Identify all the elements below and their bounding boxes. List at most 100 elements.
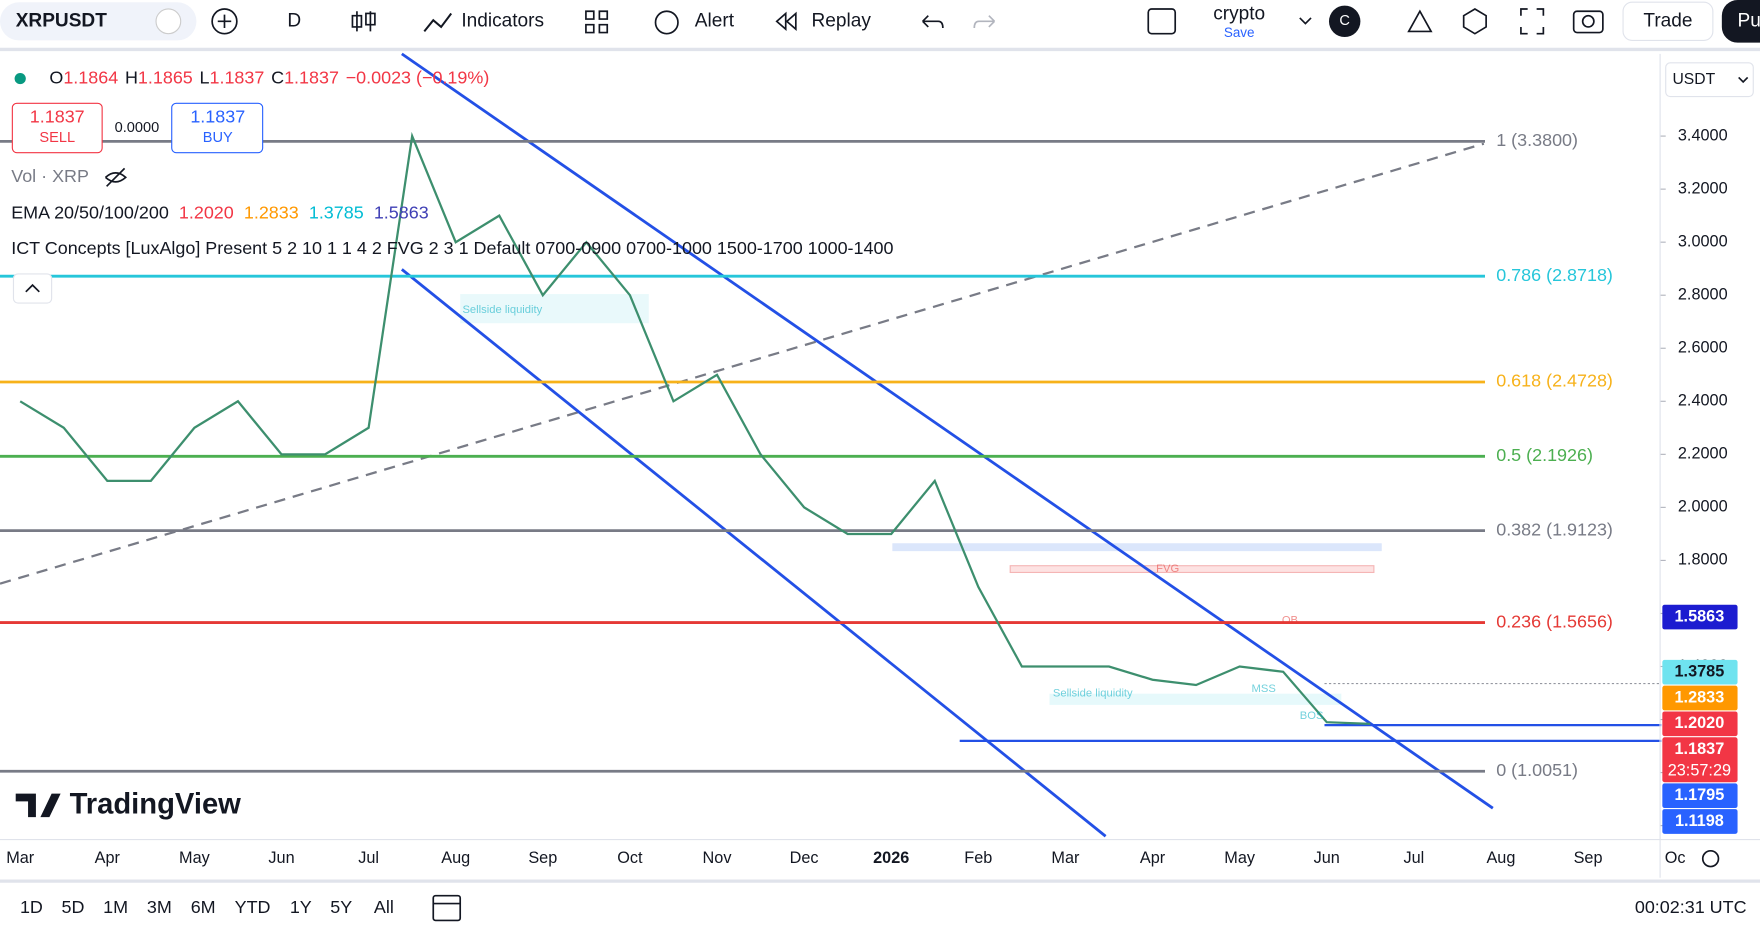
logo-mark — [15, 793, 61, 818]
templates-icon[interactable] — [585, 10, 609, 34]
price-tick-label: 1.8000 — [1678, 551, 1728, 569]
time-tick-label: Oc — [1665, 849, 1686, 867]
settings-icon[interactable] — [1462, 7, 1487, 35]
price-tick-label: 2.2000 — [1678, 445, 1728, 463]
currency[interactable]: USDT — [1672, 71, 1715, 88]
ohlc-label: H — [125, 67, 138, 87]
chart-label: OB — [1282, 615, 1298, 627]
liquidity-zone — [460, 294, 649, 324]
symbol-search[interactable] — [0, 2, 197, 41]
ema-name: EMA 20/50/100/200 — [11, 202, 169, 222]
time-tick-label: Aug — [1486, 849, 1515, 867]
time-tick-label: Dec — [790, 849, 819, 867]
sell-price[interactable]: 1.1837 — [30, 107, 85, 127]
price-tick-label: 3.0000 — [1678, 232, 1728, 250]
layout-save[interactable]: Save — [1224, 25, 1255, 40]
fib-label: 0 (1.0051) — [1496, 760, 1578, 780]
price-badge-label: 1.1795 — [1675, 786, 1725, 804]
undo-button[interactable] — [922, 15, 944, 29]
symbol[interactable]: XRPUSDT — [16, 10, 108, 31]
alert-icon[interactable] — [654, 10, 679, 35]
range-button[interactable]: 1M — [103, 897, 128, 917]
time-tick-label: Jun — [268, 849, 294, 867]
price-line — [19, 131, 1371, 725]
publish-button[interactable] — [1721, 0, 1760, 43]
price-badge-label: 1.1837 — [1675, 740, 1725, 758]
chart-label: BOS — [1300, 710, 1324, 722]
avatar[interactable]: C — [1339, 13, 1350, 29]
sell-label[interactable]: SELL — [39, 130, 75, 146]
buy-price[interactable]: 1.1837 — [190, 107, 245, 127]
plot-background — [0, 53, 1659, 837]
price-badge — [1662, 659, 1738, 685]
buy-label[interactable]: BUY — [203, 130, 233, 146]
ohlc-value: 1.1837 — [210, 67, 265, 87]
ema-legend: EMA 20/50/100/200 1.2020 1.2833 1.3785 1.586… — [11, 202, 428, 222]
quick-search-icon[interactable] — [1407, 9, 1433, 33]
publish[interactable]: Pu — [1738, 10, 1760, 31]
price-countdown: 23:57:29 — [1668, 761, 1731, 779]
range-button[interactable]: YTD — [235, 897, 271, 917]
range-button[interactable]: 1Y — [290, 897, 312, 917]
indicators-icon[interactable] — [423, 12, 453, 33]
trade[interactable]: Trade — [1643, 10, 1692, 31]
trade-button-frame[interactable] — [1622, 1, 1714, 41]
channel-upper — [401, 52, 1494, 810]
ema-value: 1.3785 — [309, 202, 364, 222]
range-button[interactable]: All — [374, 897, 394, 917]
price-badge-label: 1.5863 — [1675, 607, 1725, 625]
replay[interactable]: Replay — [812, 10, 872, 31]
indicators[interactable]: Indicators — [461, 10, 544, 31]
replay-icon[interactable] — [775, 11, 797, 32]
price-tick-label: 2.6000 — [1678, 339, 1728, 357]
chart-label: FVG — [1156, 563, 1179, 575]
symbol-icon[interactable] — [155, 8, 182, 35]
chart-type-icon[interactable] — [351, 11, 376, 32]
price-badge — [1662, 711, 1738, 737]
ohlc-label: L — [200, 67, 210, 87]
time-tick-label: Jul — [358, 849, 379, 867]
price-badge — [1662, 737, 1738, 783]
time-tick-label: 2026 — [873, 849, 909, 867]
interval[interactable]: D — [287, 10, 301, 31]
chart-elements: 0.80001.00001.20001.40001.60001.80002.00… — [0, 126, 1728, 867]
price-tick-label: 2.4000 — [1678, 392, 1728, 410]
ema-value: 1.2833 — [244, 202, 299, 222]
compare-button[interactable] — [211, 8, 238, 35]
currency-select[interactable] — [1665, 62, 1754, 98]
plus-icon — [217, 14, 232, 29]
axis-settings[interactable] — [1701, 849, 1720, 868]
avatar-circle[interactable] — [1328, 5, 1361, 38]
alert[interactable]: Alert — [695, 10, 735, 31]
range-button[interactable]: 3M — [147, 897, 172, 917]
snapshot-icon[interactable] — [1572, 10, 1604, 34]
range-button[interactable]: 1D — [20, 897, 43, 917]
watermark: TradingView — [70, 789, 242, 821]
ohlc-value: 1.1865 — [138, 67, 193, 87]
price-badge-label: 1.3785 — [1675, 662, 1725, 680]
range-button[interactable]: 5Y — [330, 897, 352, 917]
layout-icon[interactable] — [1147, 8, 1177, 35]
range-button[interactable]: 6M — [191, 897, 216, 917]
time-tick-label: Aug — [441, 849, 470, 867]
time-tick-label: May — [179, 849, 211, 867]
spread: 0.0000 — [115, 120, 160, 136]
fib-label: 0.786 (2.8718) — [1496, 265, 1613, 285]
sell-button[interactable] — [11, 102, 103, 154]
layout-dropdown[interactable] — [1299, 17, 1312, 25]
fullscreen-icon[interactable] — [1520, 8, 1545, 35]
hide-icon[interactable] — [104, 167, 127, 187]
buy-button[interactable] — [171, 102, 264, 154]
fib-label: 1 (3.3800) — [1496, 130, 1578, 150]
fvg-zone — [1009, 565, 1375, 574]
collapse-legend[interactable] — [12, 273, 53, 304]
ohlc-change: −0.0023 (−0.19%) — [346, 67, 490, 87]
range-button[interactable]: 5D — [61, 897, 84, 917]
layout-name[interactable]: crypto — [1213, 4, 1265, 25]
time-tick-label: Jun — [1314, 849, 1340, 867]
time-tick-label: Mar — [1051, 849, 1080, 867]
redo-button[interactable] — [973, 15, 996, 29]
goto-date[interactable] — [432, 894, 462, 922]
